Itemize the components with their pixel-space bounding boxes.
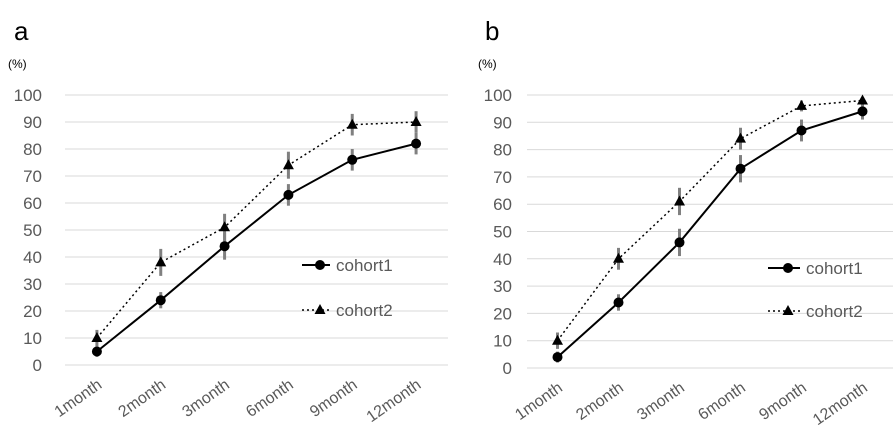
data-point	[155, 256, 167, 267]
data-point	[674, 237, 685, 248]
legend-marker	[783, 263, 793, 273]
legend-label: cohort2	[336, 301, 393, 320]
data-point	[219, 241, 230, 252]
y-tick-label: 90	[23, 113, 42, 132]
data-point	[219, 221, 231, 232]
data-point	[857, 94, 868, 105]
x-tick-label: 1month	[52, 376, 105, 421]
legend-entry: cohort1	[768, 259, 863, 278]
series-cohort1	[552, 103, 868, 363]
data-point	[796, 99, 807, 110]
x-tick-label: 3month	[634, 379, 687, 424]
series-cohort2	[91, 111, 422, 347]
chart-panel-b: b (%) 0 10 20 30 40 50 60 70 80 90 100 1month 2month 3m…	[478, 16, 893, 429]
data-point	[155, 295, 166, 306]
data-point	[91, 332, 103, 342]
data-point	[674, 195, 685, 206]
series-line	[96, 121, 417, 339]
data-point	[410, 116, 422, 126]
x-tick-label: 9month	[756, 379, 809, 424]
data-point	[613, 252, 624, 263]
y-tick-label: 70	[23, 167, 42, 186]
data-point	[411, 138, 422, 149]
x-tick-label: 2month	[116, 376, 169, 421]
y-tick-label: 90	[493, 113, 512, 132]
y-tick-label: 40	[493, 250, 512, 269]
y-tick-label: 30	[23, 275, 42, 294]
x-tick-label: 1month	[512, 379, 565, 424]
y-unit-label: (%)	[478, 57, 497, 71]
x-tick-label: 9month	[307, 376, 360, 421]
data-point	[857, 106, 868, 117]
y-tick-label: 10	[23, 329, 42, 348]
data-point	[796, 125, 807, 136]
panel-label: b	[485, 16, 499, 46]
data-point	[735, 163, 746, 174]
y-tick-label: 50	[23, 221, 42, 240]
series-cohort1	[91, 132, 422, 357]
legend-marker	[782, 305, 794, 315]
y-unit-label: (%)	[8, 57, 27, 71]
y-tick-label: 20	[493, 304, 512, 323]
y-tick-label: 80	[23, 140, 42, 159]
data-point	[346, 118, 358, 129]
y-tick-label: 30	[493, 277, 512, 296]
legend-entry: cohort1	[302, 256, 393, 275]
legend-label: cohort1	[336, 256, 393, 275]
y-tick-label: 20	[23, 302, 42, 321]
x-tick-label: 6month	[695, 379, 748, 424]
data-point	[347, 154, 358, 165]
y-tick-label: 80	[493, 141, 512, 160]
data-point	[282, 159, 294, 170]
x-tick-label: 2month	[573, 379, 626, 424]
y-tick-label: 100	[484, 86, 512, 105]
data-point	[552, 334, 563, 345]
y-tick-label: 100	[14, 86, 42, 105]
data-point	[91, 346, 102, 357]
x-tick-label: 3month	[179, 376, 232, 421]
panel-label: a	[14, 16, 29, 46]
legend-label: cohort1	[806, 259, 863, 278]
legend-entry: cohort2	[302, 301, 393, 320]
data-point	[283, 189, 294, 200]
data-point	[552, 352, 563, 363]
x-tick-label: 12month	[364, 376, 425, 426]
series-line	[556, 110, 863, 358]
legend-entry: cohort2	[768, 302, 863, 321]
y-tick-label: 60	[23, 194, 42, 213]
legend-label: cohort2	[806, 302, 863, 321]
legend-marker	[315, 260, 325, 270]
y-tick-label: 60	[493, 195, 512, 214]
y-tick-label: 0	[503, 359, 512, 378]
y-tick-label: 10	[493, 332, 512, 351]
y-tick-label: 0	[33, 356, 42, 375]
series-line	[556, 99, 863, 342]
series-line	[96, 142, 417, 353]
y-tick-label: 70	[493, 168, 512, 187]
x-tick-label: 12month	[810, 379, 871, 429]
x-tick-label: 6month	[243, 376, 296, 421]
series-cohort2	[552, 94, 868, 349]
y-tick-label: 40	[23, 248, 42, 267]
y-tick-label: 50	[493, 223, 512, 242]
legend-marker	[314, 304, 326, 314]
data-point	[735, 132, 746, 143]
data-point	[613, 297, 624, 308]
chart-panel-a: a (%) 0 10 20 30 40 50 60 70 80 90 100 1month 2month 3m…	[8, 16, 448, 426]
